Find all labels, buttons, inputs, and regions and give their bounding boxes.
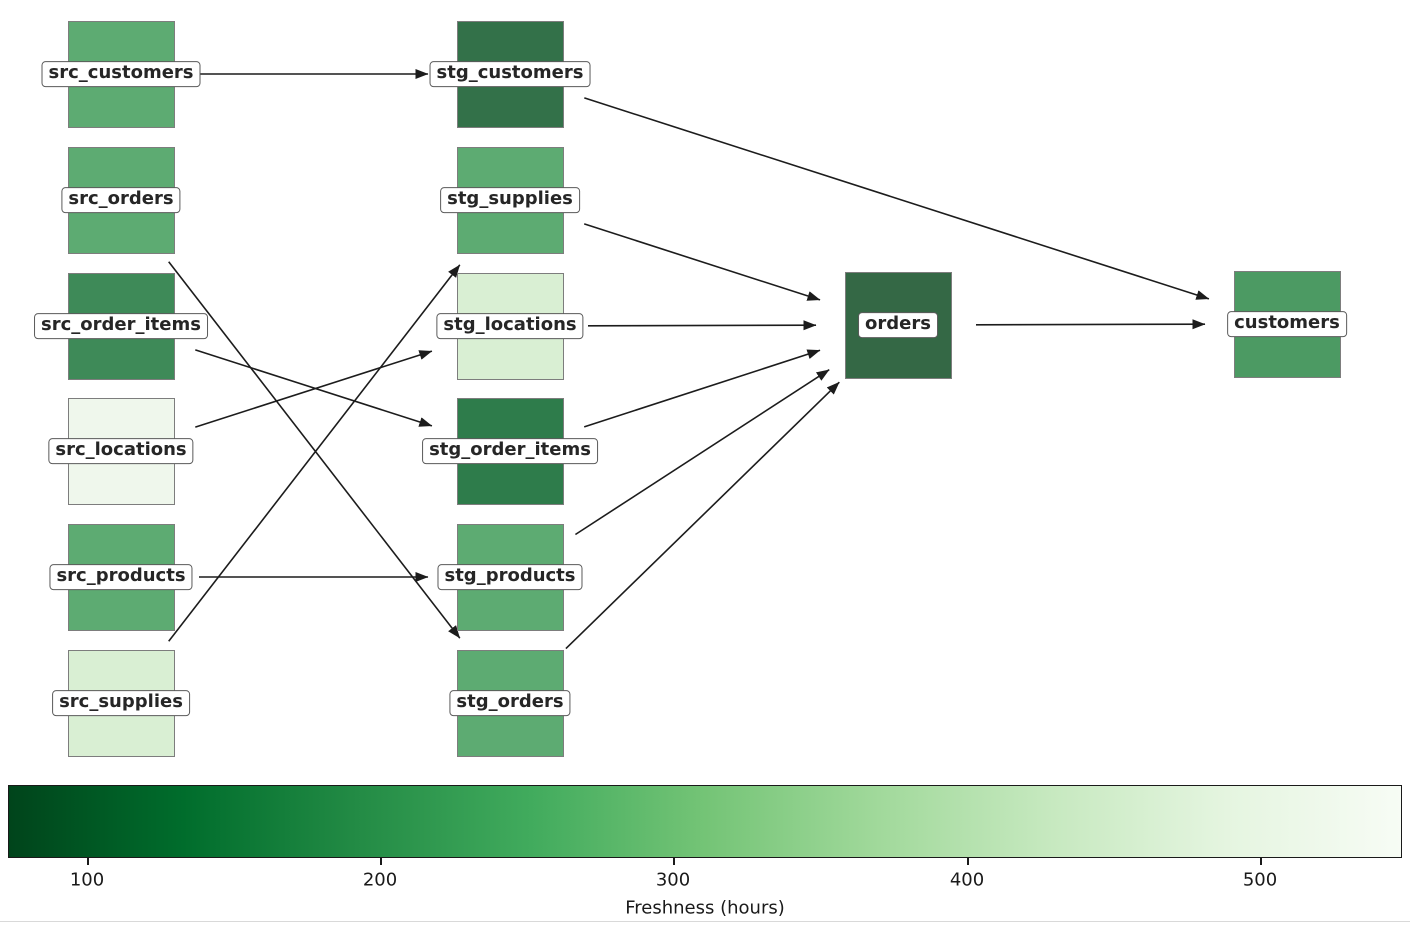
edge-src_locations-stg_locations [195, 350, 433, 428]
window-bottom-border [0, 921, 1410, 922]
node-label-stg_supplies: stg_supplies [440, 187, 580, 213]
node-label-stg_order_items: stg_order_items [422, 438, 598, 464]
edge-stg_products-orders [574, 369, 830, 536]
edges-layer [168, 69, 1210, 650]
edge-stg_orders-orders [565, 381, 840, 650]
node-label-stg_orders: stg_orders [449, 690, 571, 716]
edge-stg_supplies-orders [583, 223, 821, 301]
colorbar-tick-label-300: 300 [655, 869, 691, 891]
edge-orders-customers [975, 319, 1206, 330]
colorbar-gradient [8, 785, 1402, 858]
colorbar-tick-100 [87, 858, 89, 865]
colorbar-axis-label: Freshness (hours) [625, 897, 785, 919]
colorbar-tick-400 [967, 858, 969, 865]
node-label-src_order_items: src_order_items [34, 313, 208, 339]
colorbar-tick-label-400: 400 [949, 869, 985, 891]
edge-src_order_items-stg_order_items [195, 349, 433, 427]
node-label-src_customers: src_customers [41, 61, 201, 87]
colorbar-tick-500 [1260, 858, 1262, 865]
colorbar-tick-300 [673, 858, 675, 865]
colorbar-tick-label-200: 200 [362, 869, 398, 891]
node-label-src_supplies: src_supplies [52, 690, 190, 716]
edge-stg_customers-customers [584, 97, 1210, 300]
node-label-customers: customers [1227, 311, 1347, 337]
edge-src_orders-stg_orders [168, 261, 461, 639]
edge-stg_locations-orders [587, 320, 817, 331]
node-label-stg_customers: stg_customers [429, 61, 591, 87]
node-label-src_orders: src_orders [61, 187, 181, 213]
edge-src_supplies-stg_supplies [168, 264, 461, 642]
colorbar-tick-label-100: 100 [69, 869, 105, 891]
node-label-src_locations: src_locations [48, 438, 194, 464]
node-label-stg_products: stg_products [437, 564, 583, 590]
edge-stg_order_items-orders [583, 349, 821, 428]
node-label-src_products: src_products [49, 564, 193, 590]
colorbar-tick-label-500: 500 [1242, 869, 1278, 891]
colorbar-tick-200 [380, 858, 382, 865]
node-label-stg_locations: stg_locations [436, 313, 584, 339]
node-label-orders: orders [858, 312, 938, 338]
